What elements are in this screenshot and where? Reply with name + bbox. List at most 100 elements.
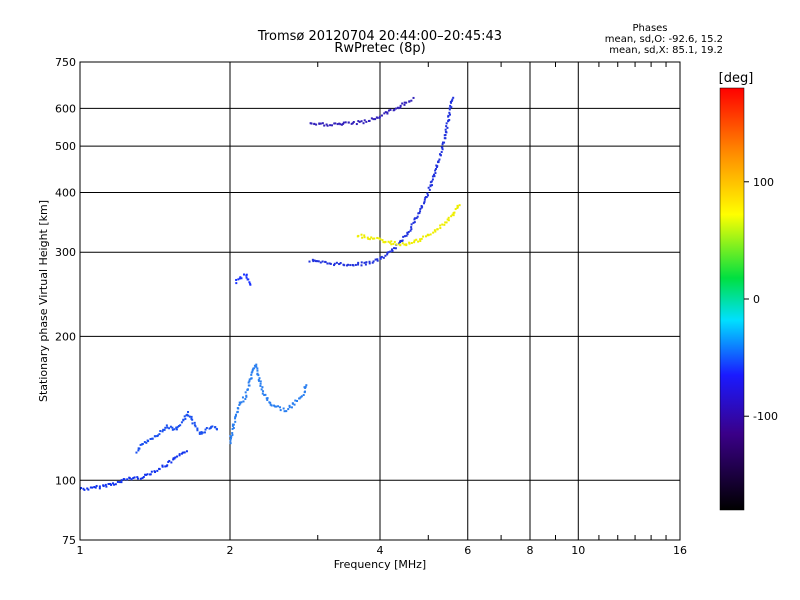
data-point xyxy=(255,363,258,366)
y-tick-label: 75 xyxy=(62,534,76,547)
data-point xyxy=(397,107,400,110)
data-point xyxy=(304,390,307,393)
data-point xyxy=(391,250,394,253)
data-point xyxy=(245,395,248,398)
data-point xyxy=(366,236,369,239)
data-point xyxy=(323,124,326,127)
data-point xyxy=(177,425,180,428)
data-point xyxy=(456,204,459,207)
data-point xyxy=(250,377,253,380)
data-point xyxy=(130,478,133,481)
data-point xyxy=(399,104,402,107)
data-point xyxy=(434,169,437,172)
data-point xyxy=(432,173,435,176)
data-point xyxy=(342,121,345,124)
x-tick-label: 8 xyxy=(527,544,534,557)
x-axis-label: Frequency [MHz] xyxy=(334,558,426,571)
colorbar-ticks: 100 0 -100 xyxy=(744,176,778,423)
data-point xyxy=(427,194,430,197)
data-point xyxy=(232,426,235,429)
data-point xyxy=(135,451,138,454)
plot-frame xyxy=(79,61,681,541)
data-point xyxy=(305,384,308,387)
data-point xyxy=(376,259,379,262)
data-point xyxy=(443,137,446,140)
data-point xyxy=(434,230,437,233)
data-point xyxy=(138,447,141,450)
data-point xyxy=(291,402,294,405)
data-point xyxy=(302,394,305,397)
data-point xyxy=(393,108,396,111)
data-point xyxy=(363,234,366,237)
data-point xyxy=(401,239,404,242)
data-point xyxy=(299,396,302,399)
data-point xyxy=(248,378,251,381)
x-tick-label: 16 xyxy=(673,544,687,557)
y-tick-label: 100 xyxy=(55,474,76,487)
data-point xyxy=(334,122,337,125)
data-point xyxy=(409,229,412,232)
data-point xyxy=(429,184,432,187)
data-point xyxy=(456,205,459,208)
data-point xyxy=(249,283,252,286)
data-point xyxy=(360,120,363,123)
data-point xyxy=(447,216,450,219)
data-point xyxy=(447,219,450,222)
data-point xyxy=(378,237,381,240)
y-axis-label: Stationary phase Virtual Height [km] xyxy=(37,200,50,402)
data-point xyxy=(450,99,453,102)
data-point xyxy=(399,239,402,242)
data-point xyxy=(171,426,174,429)
data-point xyxy=(245,394,248,397)
data-point xyxy=(277,405,280,408)
data-point xyxy=(248,384,251,387)
data-point xyxy=(80,486,82,489)
data-point xyxy=(387,240,390,243)
data-point xyxy=(253,367,256,370)
data-point xyxy=(270,404,273,407)
data-point xyxy=(422,235,425,238)
data-point xyxy=(273,404,276,407)
data-point xyxy=(162,428,165,431)
data-point xyxy=(240,277,243,280)
data-point xyxy=(128,477,131,480)
data-point xyxy=(118,481,121,484)
data-point xyxy=(450,101,453,104)
data-point xyxy=(146,473,149,476)
data-point xyxy=(347,263,350,266)
data-point xyxy=(229,437,232,440)
data-point xyxy=(444,221,447,224)
data-point xyxy=(451,213,454,216)
data-point xyxy=(288,406,291,409)
data-point xyxy=(156,434,159,437)
data-point xyxy=(370,236,373,239)
data-point xyxy=(419,207,422,210)
data-point xyxy=(259,384,262,387)
data-point xyxy=(445,125,448,128)
data-point xyxy=(454,208,457,211)
y-tick-label: 400 xyxy=(55,186,76,199)
data-point xyxy=(441,223,444,226)
data-point xyxy=(380,114,383,117)
data-point xyxy=(235,282,238,285)
data-point xyxy=(388,241,391,244)
data-point xyxy=(335,261,338,264)
data-point xyxy=(372,118,375,121)
data-point xyxy=(256,373,259,376)
data-point xyxy=(389,108,392,111)
data-point xyxy=(266,397,269,400)
data-point xyxy=(204,428,207,431)
data-point xyxy=(450,215,453,218)
data-point xyxy=(173,428,176,431)
data-point xyxy=(424,235,427,238)
data-point xyxy=(98,487,101,490)
x-tick-label: 1 xyxy=(77,544,84,557)
data-point xyxy=(399,106,402,109)
data-point xyxy=(231,432,234,435)
data-point xyxy=(234,417,237,420)
data-point xyxy=(384,254,387,257)
data-point xyxy=(139,443,142,446)
data-point xyxy=(238,277,241,280)
data-point xyxy=(229,442,232,445)
